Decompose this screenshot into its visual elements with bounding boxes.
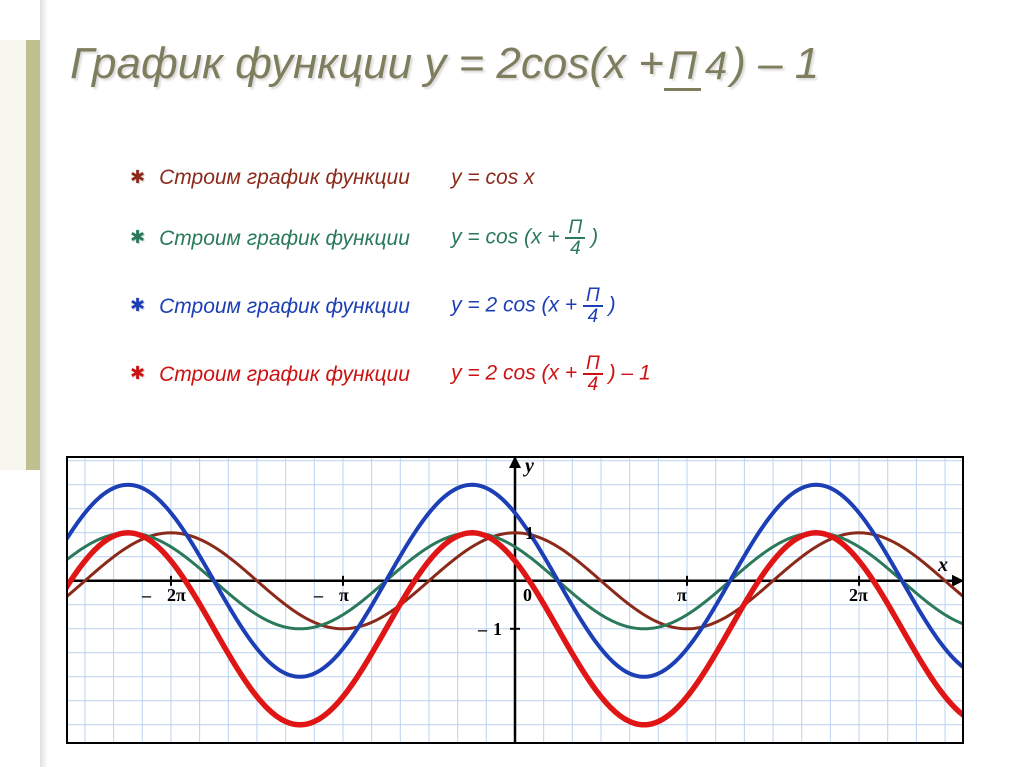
step-item: ✱ Строим график функцииy = 2 cos (x + П4 … [130, 354, 950, 394]
left-decor [0, 0, 45, 767]
step-rhs-before: y = 2 cos (x + [451, 362, 583, 385]
step-rhs-before: y = cos (x + [451, 226, 565, 249]
step-lhs: Строим график функции [159, 362, 451, 387]
step-rhs: y = 2 cos (x + П4 ) [451, 286, 616, 326]
step-rhs: y = cos x [451, 165, 534, 190]
step-rhs-before: y = cos x [451, 166, 534, 189]
title-func-rhs: ) – 1 [731, 39, 819, 88]
step-rhs-after: ) [603, 294, 616, 317]
step-fraction: П4 [583, 354, 603, 394]
step-lhs: Строим график функции [159, 165, 451, 190]
bullet-icon: ✱ [130, 167, 145, 189]
step-lhs: Строим график функции [159, 294, 451, 319]
step-fraction: П4 [565, 218, 585, 258]
step-item: ✱ Строим график функцииy = cos (x + П4 ) [130, 218, 950, 258]
step-rhs-after: ) [585, 226, 598, 249]
title-func-lhs: y = 2cos(x + [424, 39, 664, 88]
steps-list: ✱Строим график функцииy = cos x✱Строим г… [130, 165, 950, 422]
step-rhs-after: ) – 1 [603, 362, 651, 385]
page-title: График функции y = 2cos(x +П4) – 1 [70, 40, 819, 88]
chart: yx–2π–π0π2π1–1 [66, 456, 964, 744]
step-lhs: Строим график функции [159, 226, 451, 251]
title-fraction: П4 [664, 46, 731, 86]
step-rhs-before: y = 2 cos (x + [451, 294, 583, 317]
step-item: ✱ Строим график функцииy = cos x [130, 165, 950, 190]
step-fraction: П4 [583, 286, 603, 326]
step-item: ✱ Строим график функцииy = 2 cos (x + П4 … [130, 286, 950, 326]
bullet-icon: ✱ [130, 363, 145, 385]
bullet-icon: ✱ [130, 295, 145, 317]
title-prefix: График функции [70, 39, 424, 88]
bullet-icon: ✱ [130, 227, 145, 249]
step-rhs: y = cos (x + П4 ) [451, 218, 598, 258]
step-rhs: y = 2 cos (x + П4 ) – 1 [451, 354, 651, 394]
